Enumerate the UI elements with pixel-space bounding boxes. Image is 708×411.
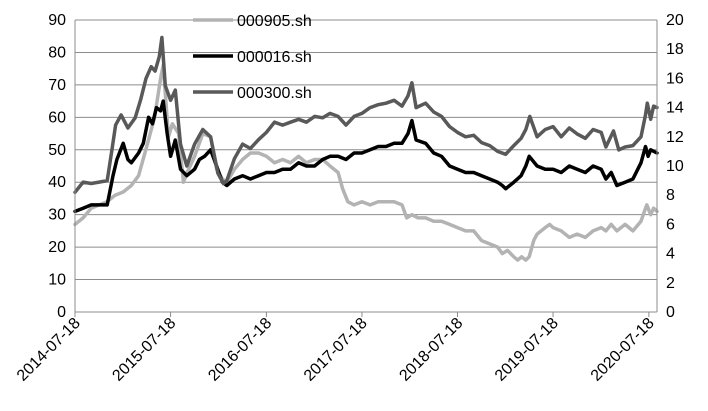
y-left-tick-label: 50	[48, 142, 66, 159]
y-left-tick-label: 40	[48, 174, 66, 191]
axes: 0 10 20 30 40 50 60 70 80 90 0 2 4 6 8 10 12 14 16 18 20 2014…	[14, 12, 684, 385]
y-right-tick-label: 2	[666, 275, 675, 292]
x-tick-label: 2018-07-18	[396, 315, 466, 385]
legend: 000905.sh 000016.sh 000300.sh	[193, 13, 312, 102]
y-left-tick-label: 10	[48, 272, 66, 289]
y-right-tick-label: 20	[666, 12, 684, 29]
y-right-tick-label: 18	[666, 41, 684, 58]
legend-label: 000300.sh	[237, 85, 312, 102]
y-left-tick-label: 70	[48, 77, 66, 94]
x-tick-label: 2014-07-18	[14, 315, 84, 385]
x-tick-label: 2017-07-18	[301, 315, 371, 385]
x-tick-label: 2019-07-18	[492, 315, 562, 385]
y-right-tick-label: 14	[666, 100, 684, 117]
series-line-2	[73, 35, 659, 195]
y-left-tick-label: 30	[48, 207, 66, 224]
y-right-tick-label: 6	[666, 216, 675, 233]
x-tick-label: 2016-07-18	[205, 315, 275, 385]
y-right-tick-label: 10	[666, 158, 684, 175]
series-lines	[73, 35, 659, 262]
x-tick-label: 2015-07-18	[109, 315, 179, 385]
series-line-0	[73, 63, 659, 262]
y-right-tick-label: 16	[666, 70, 684, 87]
x-tick-label: 2020-07-18	[588, 315, 658, 385]
y-left-tick-label: 0	[57, 304, 66, 321]
y-right-tick-label: 4	[666, 246, 675, 263]
y-left-tick-label: 90	[48, 12, 66, 29]
y-right-tick-label: 0	[666, 304, 675, 321]
legend-label: 000905.sh	[237, 13, 312, 30]
y-right-tick-label: 8	[666, 187, 675, 204]
legend-label: 000016.sh	[237, 49, 312, 66]
y-left-tick-label: 20	[48, 239, 66, 256]
y-right-tick-label: 12	[666, 129, 684, 146]
series-line-1	[73, 99, 659, 214]
y-left-tick-label: 80	[48, 44, 66, 61]
y-left-tick-label: 60	[48, 109, 66, 126]
